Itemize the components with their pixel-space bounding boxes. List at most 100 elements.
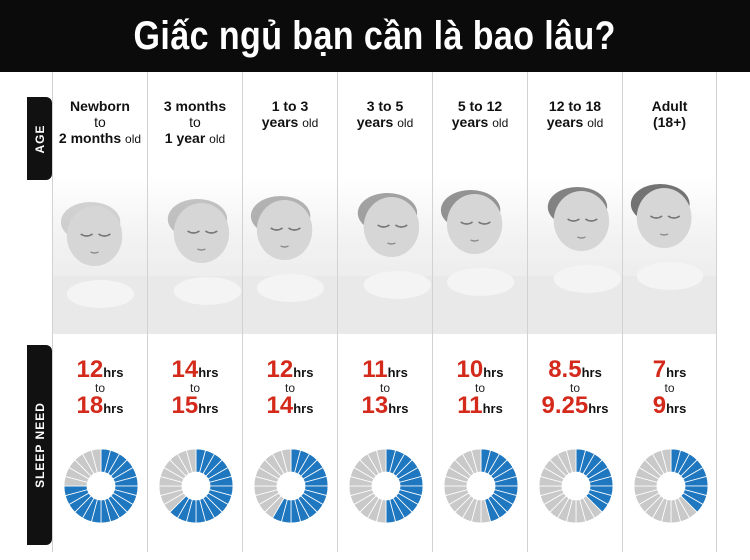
age-label-line1: 1 to 3 (271, 98, 309, 114)
sleep-need-tab: SLEEP NEED (27, 345, 52, 545)
age-label-suffix: old (125, 132, 142, 146)
sleep-need: 14hrs to 15hrs (148, 358, 242, 419)
hours-unit: hrs (388, 401, 409, 416)
to-label: to (189, 381, 200, 395)
sleep-fraction-donut (63, 448, 139, 524)
age-label-line1: 3 months (163, 98, 227, 114)
age-label-line3: years (451, 114, 489, 130)
hours-unit: hrs (198, 365, 219, 380)
min-hours: 12 (266, 356, 294, 383)
max-hours: 11 (457, 392, 483, 419)
sleep-fraction-donut (158, 448, 234, 524)
min-hours: 14 (171, 356, 199, 383)
age-label-line1: Adult (651, 98, 688, 114)
min-hours: 7 (652, 356, 667, 383)
age-column: Newborn to 2 months old 12hrs to 18hrs (52, 72, 147, 552)
hours-unit: hrs (198, 401, 219, 416)
age-label-line2: to (94, 114, 106, 130)
max-hours: 15 (171, 392, 199, 419)
age-label-line2: to (189, 114, 201, 130)
age-tab-label: AGE (32, 123, 47, 154)
age-label: Newborn to 2 months old (53, 98, 147, 147)
hours-unit: hrs (482, 401, 503, 416)
sleep-need: 12hrs to 18hrs (53, 358, 147, 419)
hours-unit: hrs (293, 365, 314, 380)
age-label-line3: years (546, 114, 584, 130)
age-label: 12 to 18 years old (528, 98, 622, 131)
page-title: Giấc ngủ bạn cần là bao lâu? (133, 13, 617, 58)
sleep-fraction-donut (633, 448, 709, 524)
sleep-need: 12hrs to 14hrs (243, 358, 337, 419)
to-label: to (474, 381, 485, 395)
to-label: to (94, 381, 105, 395)
donut-segment (280, 448, 292, 473)
hours-unit: hrs (387, 365, 408, 380)
sleeping-person-photo (243, 176, 337, 334)
hours-unit: hrs (103, 365, 124, 380)
sleep-need: 7hrs to 9hrs (623, 358, 716, 419)
donut-segment (565, 448, 577, 473)
donut-segment (470, 448, 482, 473)
age-label-suffix: old (492, 116, 509, 130)
age-column: 12 to 18 years old 8.5hrs to 9.25hrs (527, 72, 622, 552)
age-column: 5 to 12 years old 10hrs to 11hrs (432, 72, 527, 552)
donut-segment (375, 448, 387, 473)
age-label-suffix: old (209, 132, 226, 146)
title-bar: Giấc ngủ bạn cần là bao lâu? (0, 0, 750, 72)
age-label-line1: 3 to 5 (366, 98, 404, 114)
age-label-line3: years (261, 114, 299, 130)
hours-unit: hrs (293, 401, 314, 416)
sleep-need: 10hrs to 11hrs (433, 358, 527, 419)
age-label-suffix: old (397, 116, 414, 130)
age-label-suffix: old (587, 116, 604, 130)
donut-segment (660, 448, 672, 473)
age-label-line1: 12 to 18 (548, 98, 602, 114)
min-hours: 12 (76, 356, 104, 383)
to-label: to (569, 381, 580, 395)
age-label: 5 to 12 years old (433, 98, 527, 131)
sleep-fraction-donut (348, 448, 424, 524)
sleep-need: 8.5hrs to 9.25hrs (528, 358, 622, 419)
sleep-fraction-donut (538, 448, 614, 524)
max-hours: 18 (76, 392, 104, 419)
sleeping-person-photo (148, 176, 242, 334)
age-label-line1: 5 to 12 (457, 98, 503, 114)
age-label: 3 months to 1 year old (148, 98, 242, 147)
hours-unit: hrs (103, 401, 124, 416)
hours-unit: hrs (666, 401, 687, 416)
age-columns: Newborn to 2 months old 12hrs to 18hrs 3 month… (52, 72, 719, 552)
sleep-need-tab-label: SLEEP NEED (32, 402, 47, 488)
sleeping-person-photo (433, 176, 527, 334)
age-label-line3: 1 year (164, 130, 206, 146)
to-label: to (664, 381, 675, 395)
sleep-fraction-donut (443, 448, 519, 524)
sleeping-person-photo (53, 176, 147, 334)
hours-unit: hrs (666, 365, 687, 380)
age-label-suffix: old (302, 116, 319, 130)
sleep-fraction-donut (253, 448, 329, 524)
hours-unit: hrs (588, 401, 609, 416)
max-hours: 9.25 (541, 392, 589, 419)
sleeping-person-photo (623, 176, 716, 334)
age-label: 3 to 5 years old (338, 98, 432, 131)
donut-segment (185, 448, 197, 473)
age-label-line3: years (356, 114, 394, 130)
hours-unit: hrs (581, 365, 602, 380)
min-hours: 10 (456, 356, 484, 383)
to-label: to (284, 381, 295, 395)
hours-unit: hrs (483, 365, 504, 380)
to-label: to (379, 381, 390, 395)
sleeping-person-photo (528, 176, 622, 334)
age-label: 1 to 3 years old (243, 98, 337, 131)
sleeping-person-photo (338, 176, 432, 334)
max-hours: 13 (361, 392, 389, 419)
age-column: 1 to 3 years old 12hrs to 14hrs (242, 72, 337, 552)
age-tab: AGE (27, 97, 52, 180)
age-label-line2: (18+) (652, 114, 687, 130)
age-column: Adult (18+) 7hrs to 9hrs (622, 72, 717, 552)
age-label-line1: Newborn (70, 98, 130, 114)
max-hours: 14 (266, 392, 294, 419)
max-hours: 9 (652, 392, 667, 419)
min-hours: 11 (362, 356, 388, 383)
age-label: Adult (18+) (623, 98, 716, 130)
